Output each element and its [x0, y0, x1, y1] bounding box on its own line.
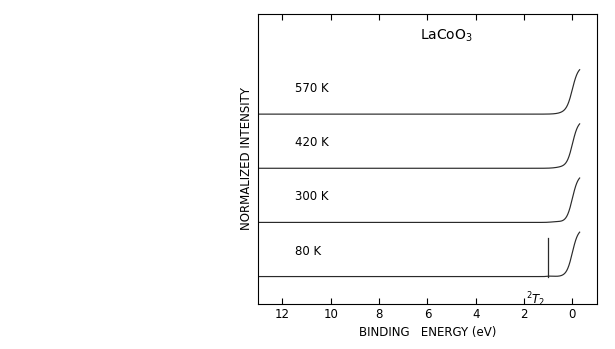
Text: 80 K: 80 K	[295, 245, 320, 258]
Text: 300 K: 300 K	[295, 191, 328, 203]
Y-axis label: NORMALIZED INTENSITY: NORMALIZED INTENSITY	[240, 87, 253, 230]
Text: 420 K: 420 K	[295, 136, 328, 149]
Text: 570 K: 570 K	[295, 82, 328, 95]
Text: LaCoO$_3$: LaCoO$_3$	[420, 28, 473, 44]
X-axis label: BINDING   ENERGY (eV): BINDING ENERGY (eV)	[359, 326, 496, 339]
Text: $^2T_2$: $^2T_2$	[526, 290, 546, 309]
